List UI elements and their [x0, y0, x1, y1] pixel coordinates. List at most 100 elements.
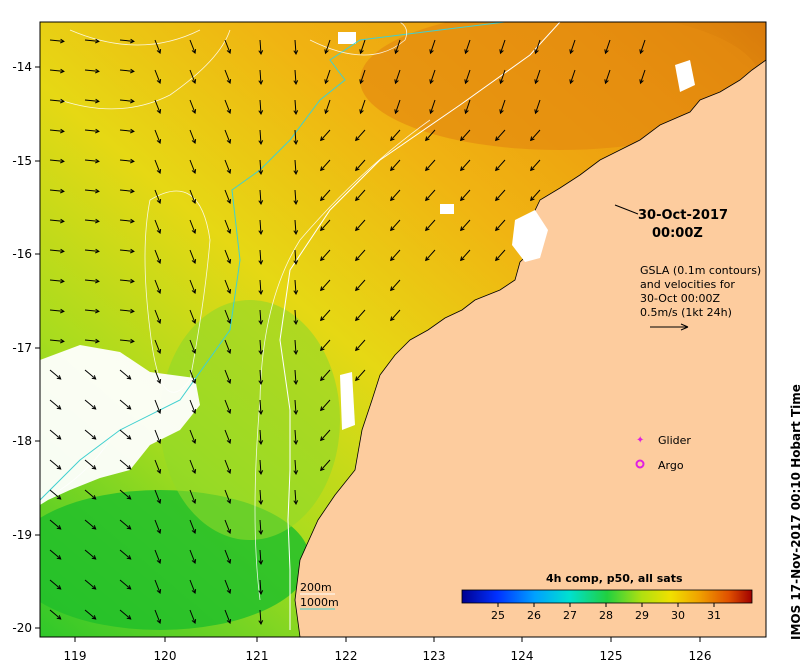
- velocity-arrow-head: [95, 38, 100, 44]
- velocity-arrow-head: [191, 559, 197, 564]
- velocity-arrow-head: [534, 109, 539, 115]
- velocity-arrow: [224, 549, 231, 564]
- velocity-arrow: [84, 459, 97, 470]
- velocity-arrow: [355, 159, 366, 171]
- velocity-arrow: [49, 249, 64, 252]
- velocity-arrow-head: [293, 230, 299, 236]
- velocity-arrow: [84, 129, 99, 132]
- velocity-arrow-head: [390, 166, 395, 172]
- velocity-arrow-head: [226, 139, 232, 144]
- velocity-arrow-head: [156, 199, 162, 204]
- date-line-2: 00:00Z: [652, 226, 703, 241]
- velocity-arrow: [530, 159, 541, 171]
- velocity-arrow-head: [425, 166, 430, 172]
- velocity-arrow-head: [191, 289, 197, 294]
- velocity-arrow: [119, 489, 132, 500]
- velocity-arrow-head: [156, 379, 162, 384]
- cool-water-patch-2: [160, 300, 340, 540]
- velocity-arrow: [84, 399, 97, 410]
- velocity-arrow: [320, 399, 331, 411]
- velocity-arrow: [224, 489, 231, 504]
- velocity-vectors: [49, 38, 646, 626]
- velocity-arrow: [259, 579, 262, 595]
- velocity-arrow: [259, 159, 262, 175]
- velocity-arrow-head: [258, 350, 264, 356]
- velocity-arrow: [119, 459, 132, 470]
- velocity-arrow-head: [320, 256, 325, 262]
- velocity-arrow: [154, 99, 161, 114]
- velocity-arrow: [320, 309, 331, 321]
- velocity-arrow: [189, 489, 196, 504]
- glider-marker: ✦: [636, 435, 644, 446]
- velocity-arrow-head: [390, 136, 395, 142]
- velocity-arrow-head: [495, 136, 500, 142]
- velocity-arrow-head: [460, 196, 465, 202]
- velocity-arrow-head: [534, 49, 539, 55]
- velocity-arrow-head: [324, 109, 329, 115]
- velocity-arrow-head: [191, 379, 197, 384]
- velocity-arrow-head: [258, 590, 264, 596]
- velocity-arrow-head: [156, 319, 162, 324]
- velocity-arrow: [224, 249, 231, 264]
- velocity-arrow-head: [355, 136, 360, 142]
- gsla-line-2: and velocities for: [640, 278, 735, 291]
- velocity-arrow-head: [191, 469, 197, 474]
- colorbar-tick-label: 25: [491, 609, 505, 622]
- velocity-arrow-head: [394, 49, 399, 55]
- velocity-arrow: [390, 249, 401, 261]
- velocity-arrow-head: [293, 380, 299, 386]
- velocity-arrow: [84, 249, 99, 252]
- velocity-arrow: [154, 249, 161, 264]
- velocity-arrow-head: [130, 308, 135, 314]
- velocity-arrow-head: [226, 589, 232, 594]
- velocity-arrow: [294, 429, 297, 445]
- velocity-arrow-head: [95, 218, 100, 224]
- velocity-arrow: [119, 249, 134, 252]
- velocity-arrow-head: [60, 98, 65, 104]
- velocity-arrow-head: [425, 256, 430, 262]
- velocity-arrow-head: [460, 136, 465, 142]
- velocity-arrow-head: [95, 158, 100, 164]
- velocity-arrow: [294, 279, 297, 295]
- velocity-arrow: [495, 219, 506, 231]
- velocity-arrow: [320, 429, 331, 441]
- velocity-arrow-head: [530, 166, 535, 172]
- colorbar-gradient: [461, 589, 753, 604]
- velocity-arrow: [320, 189, 331, 201]
- velocity-arrow: [84, 99, 99, 102]
- velocity-arrow-head: [191, 619, 197, 624]
- y-axis: -14 -15 -16 -17 -18 -19 -20: [12, 60, 40, 635]
- velocity-arrow-head: [359, 49, 364, 55]
- velocity-arrow: [49, 579, 62, 590]
- velocity-arrow-head: [226, 169, 232, 174]
- velocity-arrow-head: [258, 140, 264, 146]
- velocity-arrow: [189, 579, 196, 594]
- velocity-arrow: [49, 309, 64, 312]
- bathy-200-label: 200m: [300, 581, 332, 594]
- velocity-arrow-head: [320, 166, 325, 172]
- y-tick-label: -14: [12, 60, 32, 74]
- velocity-arrow: [355, 249, 366, 261]
- velocity-arrow: [360, 39, 366, 54]
- velocity-arrow-head: [95, 308, 100, 314]
- velocity-arrow: [259, 399, 262, 415]
- velocity-arrow-head: [258, 260, 264, 266]
- velocity-arrow-head: [355, 316, 360, 322]
- velocity-arrow: [119, 549, 132, 560]
- x-tick-label: 120: [154, 649, 177, 663]
- velocity-arrow: [49, 159, 64, 162]
- velocity-arrow: [119, 99, 134, 102]
- velocity-arrow-head: [639, 49, 644, 55]
- velocity-arrow: [49, 459, 62, 470]
- platform-legend: ✦ Glider Argo: [635, 434, 691, 472]
- velocity-arrow: [154, 309, 161, 324]
- velocity-arrow-head: [156, 469, 162, 474]
- velocity-arrow-head: [293, 440, 299, 446]
- velocity-arrow: [49, 279, 64, 282]
- velocity-arrow-head: [126, 615, 132, 620]
- velocity-arrow-head: [95, 68, 100, 74]
- velocity-arrow: [154, 399, 161, 414]
- velocity-arrow: [224, 609, 231, 624]
- velocity-arrow: [390, 189, 401, 201]
